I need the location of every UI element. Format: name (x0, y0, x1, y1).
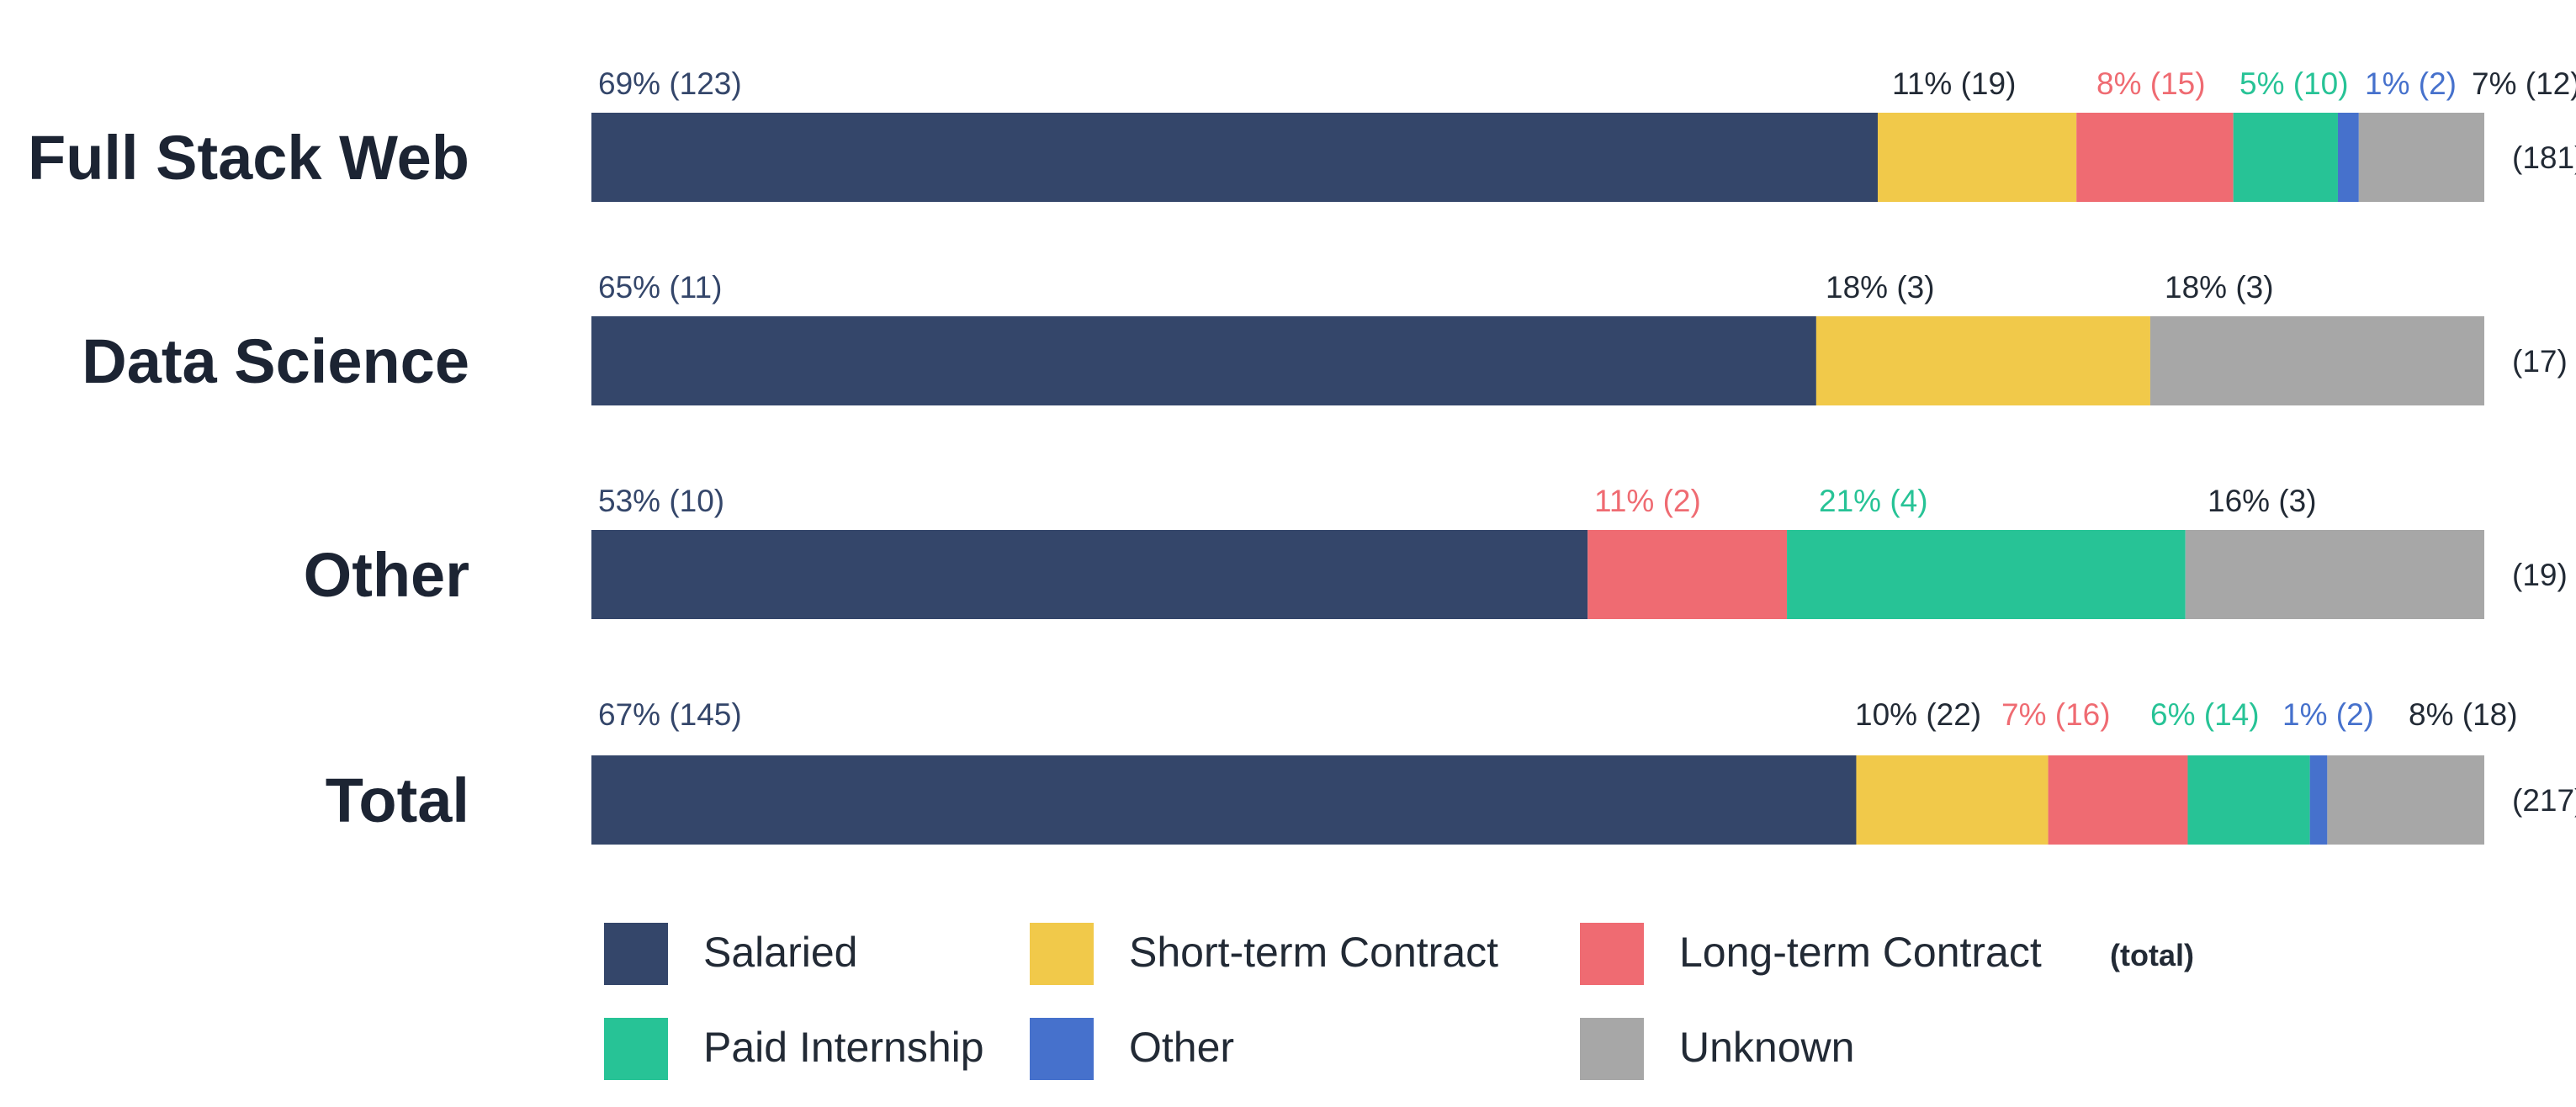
data-label: 7% (16) (2001, 697, 2111, 732)
data-label: 5% (10) (2239, 66, 2349, 101)
data-label: 11% (2) (1594, 484, 1701, 518)
data-label: 65% (11) (598, 270, 722, 305)
bar-segment (2358, 113, 2484, 202)
data-label: 7% (12) (2472, 66, 2576, 101)
legend-swatch (1580, 1018, 1644, 1080)
legend-item: Long-term Contract (1580, 923, 2042, 985)
category-label: Other (304, 540, 469, 610)
bar-segment (2327, 755, 2484, 845)
legend-label: Other (1129, 1024, 1234, 1071)
bar-segment (1787, 530, 2186, 619)
bar-row: Other 53% (10) 11% (2) 21% (4) 16% (3) (19) (304, 484, 2568, 619)
data-label: 21% (4) (1819, 484, 1928, 518)
legend-label: Salaried (703, 929, 857, 976)
legend-label: Unknown (1679, 1024, 1854, 1071)
data-label: 11% (19) (1892, 66, 2016, 101)
bar-segment (1815, 316, 2150, 405)
legend-swatch (1030, 923, 1094, 985)
legend-item: Salaried (604, 923, 857, 985)
category-label: Full Stack Web (28, 123, 469, 193)
data-label: 10% (22) (1855, 697, 1981, 732)
data-label: 8% (18) (2409, 697, 2518, 732)
bar-segment (591, 113, 1879, 202)
bar-row: Full Stack Web 69% (123) 11% (19) 8% (15) 5%… (28, 66, 2576, 202)
category-label: Data Science (82, 326, 469, 396)
data-label: 16% (3) (2208, 484, 2317, 518)
legend-swatch (604, 923, 668, 985)
legend-total-note: (total) (2110, 938, 2194, 972)
bar-segment (1856, 755, 2049, 845)
data-label: 6% (14) (2150, 697, 2260, 732)
bar-row: Total 67% (145) 10% (22) 7% (16) 6% (14) 1% (… (326, 697, 2576, 845)
data-label: 67% (145) (598, 697, 742, 732)
data-label: 1% (2) (2365, 66, 2457, 101)
bar-segment (2048, 755, 2188, 845)
data-label: 53% (10) (598, 484, 724, 518)
data-label: 18% (3) (1826, 270, 1935, 305)
legend-item: Paid Internship (604, 1018, 984, 1080)
legend-item: Short-term Contract (1030, 923, 1498, 985)
bar-segment (2076, 113, 2234, 202)
legend: Salaried Short-term Contract Long-term Con… (604, 923, 2194, 1080)
total-label: (181) (2512, 140, 2576, 175)
legend-swatch (604, 1018, 668, 1080)
bar-segment (2233, 113, 2338, 202)
bar-segment (591, 316, 1816, 405)
data-label: 1% (2) (2282, 697, 2374, 732)
legend-swatch (1580, 923, 1644, 985)
bar-segment (2337, 113, 2359, 202)
legend-label: Short-term Contract (1129, 929, 1498, 976)
bar-segment (2149, 316, 2484, 405)
total-label: (217) (2512, 783, 2576, 818)
bar-segment (1587, 530, 1788, 619)
legend-label: Paid Internship (703, 1024, 984, 1071)
bar-segment (591, 755, 1857, 845)
data-label: 18% (3) (2165, 270, 2274, 305)
legend-item: Other (1030, 1018, 1234, 1080)
category-label: Total (326, 765, 469, 835)
total-label: (19) (2512, 558, 2568, 592)
legend-item: Unknown (1580, 1018, 1854, 1080)
legend-label: Long-term Contract (1679, 929, 2042, 976)
bar-segment (2185, 530, 2484, 619)
bar-segment (2187, 755, 2310, 845)
data-label: 8% (15) (2096, 66, 2206, 101)
bar-segment (591, 530, 1588, 619)
legend-swatch (1030, 1018, 1094, 1080)
total-label: (17) (2512, 344, 2568, 379)
data-label: 69% (123) (598, 66, 742, 101)
bar-row: Data Science 65% (11) 18% (3) 18% (3) (17) (82, 270, 2568, 405)
bar-segment (2309, 755, 2328, 845)
bar-segment (1878, 113, 2077, 202)
